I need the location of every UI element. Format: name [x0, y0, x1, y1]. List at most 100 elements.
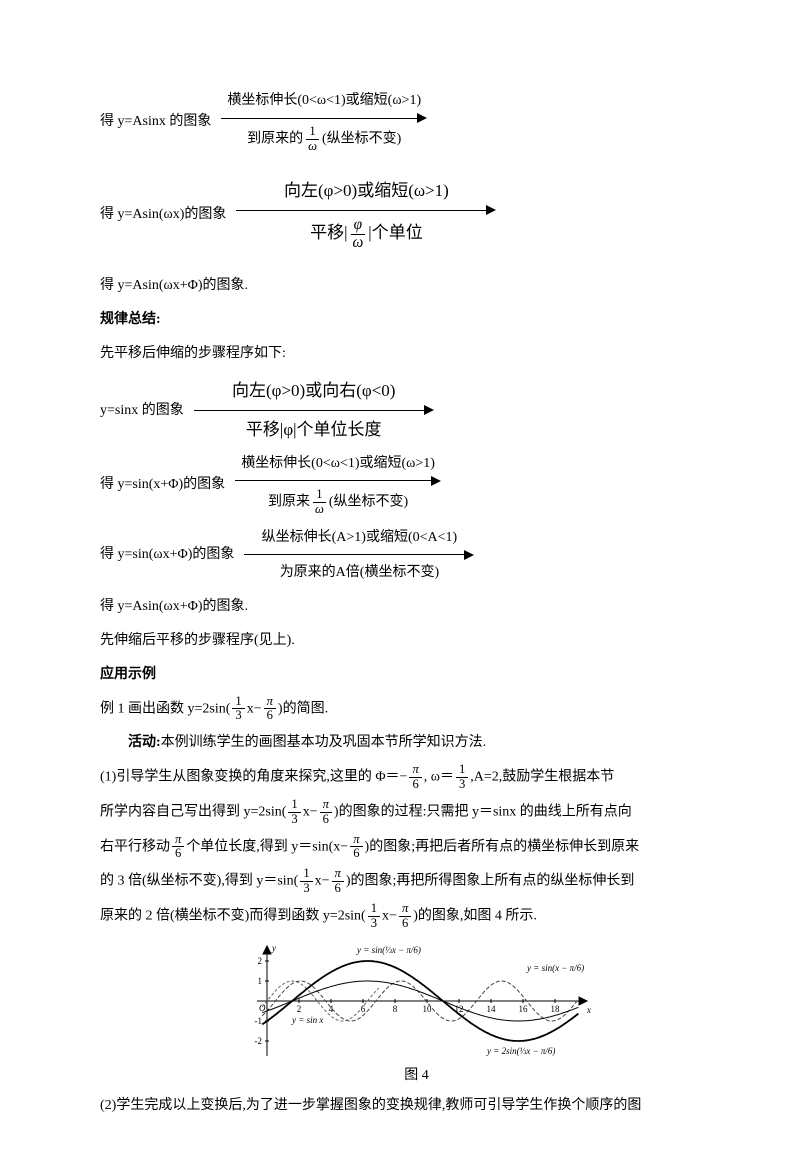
n: φ — [351, 217, 365, 235]
svg-text:y = sin(x − π/6): y = sin(x − π/6) — [526, 963, 584, 973]
activity-line: 活动:本例训练学生的画图基本功及巩固本节所学知识方法. — [100, 729, 733, 757]
d: 3 — [232, 709, 244, 723]
svg-text:1: 1 — [257, 976, 262, 986]
p3b: 个单位长度,得到 y＝sin(x− — [186, 839, 348, 854]
r4-top: 向左(φ>0)或向右(φ<0) — [226, 378, 401, 406]
p3c: )的图象;再把后者所有点的横坐标伸长到原来 — [365, 839, 640, 854]
r2-bB: |个单位 — [368, 223, 422, 242]
d: ω — [305, 140, 320, 154]
p5a: 原来的 2 倍(横坐标不变)而得到函数 y=2sin( — [100, 909, 366, 924]
heading-rules: 规律总结: — [100, 306, 733, 334]
n: 1 — [232, 695, 244, 710]
p2c: )的图象的过程:只需把 y＝sinx 的曲线上所有点向 — [334, 804, 632, 819]
r5-arrow: 横坐标伸长(0<ω<1)或缩短(ω>1) 到原来1ω(纵坐标不变) — [235, 453, 441, 517]
r6-pretext: 得 y=sin(ωx+Φ)的图象 — [100, 544, 234, 565]
r2-bA: 平移| — [310, 223, 347, 242]
r1-bA: 到原来的 — [247, 132, 303, 147]
svg-text:x: x — [586, 1005, 591, 1015]
frac-pi-6-d: π6 — [172, 833, 184, 862]
p6: (2)学生完成以上变换后,为了进一步掌握图象的变换规律,教师可引导学生作换个顺序… — [100, 1092, 733, 1120]
transform-row-1: 得 y=Asinx 的图象 横坐标伸长(0<ω<1)或缩短(ω>1) 到原来的1… — [100, 90, 733, 154]
line-l3: 先伸缩后平移的步骤程序(见上). — [100, 627, 733, 655]
page-content: 得 y=Asinx 的图象 横坐标伸长(0<ω<1)或缩短(ω>1) 到原来的1… — [0, 0, 793, 1166]
d: ω — [349, 235, 366, 252]
figure-4-caption: 图 4 — [100, 1065, 733, 1086]
p1c: ,A=2,鼓励学生根据本节 — [470, 770, 614, 785]
n: π — [350, 833, 362, 848]
svg-text:y: y — [271, 943, 276, 953]
r5-bA: 到原来 — [268, 494, 310, 509]
frac-phi-omega: φω — [349, 217, 366, 252]
example-1-statement: 例 1 画出函数 y=2sin(13x−π6)的简图. — [100, 695, 733, 724]
p4a: 的 3 倍(纵坐标不变),得到 y＝sin( — [100, 874, 298, 889]
arrow-line — [244, 550, 474, 560]
arrow-line — [235, 476, 441, 486]
r6-top: 纵坐标伸长(A>1)或缩短(0<A<1) — [256, 527, 464, 550]
frac-1-3: 13 — [232, 695, 244, 724]
ex1c: )的简图. — [278, 701, 328, 716]
n: π — [409, 763, 421, 778]
svg-text:y = 2sin(⅓x − π/6): y = 2sin(⅓x − π/6) — [486, 1046, 555, 1056]
r1-pretext: 得 y=Asinx 的图象 — [100, 111, 211, 132]
svg-text:y = sin(⅓x − π/6): y = sin(⅓x − π/6) — [356, 945, 421, 955]
d: ω — [312, 503, 327, 517]
frac-pi-6: π6 — [264, 695, 276, 724]
svg-text:-2: -2 — [254, 1036, 262, 1046]
r2-arrow: 向左(φ>0)或缩短(ω>1) 平移|φω|个单位 — [236, 178, 496, 252]
figure-4-svg: 2468101214161821-1-2Oxy y = sin xy = sin… — [237, 941, 597, 1061]
n: 1 — [313, 488, 325, 503]
transform-row-5: 得 y=sin(x+Φ)的图象 横坐标伸长(0<ω<1)或缩短(ω>1) 到原来… — [100, 453, 733, 517]
svg-text:2: 2 — [257, 956, 262, 966]
p5b: x− — [382, 909, 397, 924]
figure-4: 2468101214161821-1-2Oxy y = sin xy = sin… — [100, 941, 733, 1061]
r4-arrow: 向左(φ>0)或向右(φ<0) 平移|φ|个单位长度 — [194, 378, 434, 443]
p2a: 所学内容自己写出得到 y=2sin( — [100, 804, 286, 819]
svg-text:14: 14 — [486, 1004, 496, 1014]
p1: (1)引导学生从图象变换的角度来探究,这里的 Φ＝−π6, ω＝13,A=2,鼓… — [100, 763, 733, 792]
ex1b: x− — [247, 701, 262, 716]
transform-row-6: 得 y=sin(ωx+Φ)的图象 纵坐标伸长(A>1)或缩短(0<A<1) 为原… — [100, 527, 733, 583]
d: 6 — [409, 778, 421, 792]
frac-1-3-c: 13 — [288, 798, 300, 827]
frac-pi-6-e: π6 — [350, 833, 362, 862]
line-r3: 得 y=Asin(ωx+Φ)的图象. — [100, 272, 733, 300]
frac-1-3-b: 13 — [456, 763, 468, 792]
n: 1 — [288, 798, 300, 813]
r6-bot: 为原来的A倍(横坐标不变) — [274, 560, 445, 583]
p2: 所学内容自己写出得到 y=2sin(13x−π6)的图象的过程:只需把 y＝si… — [100, 798, 733, 827]
svg-text:10: 10 — [422, 1004, 432, 1014]
d: 6 — [320, 813, 332, 827]
frac-1-omega-b: 1ω — [312, 488, 327, 517]
d: 6 — [399, 917, 411, 931]
p1a: (1)引导学生从图象变换的角度来探究,这里的 Φ＝− — [100, 770, 407, 785]
d: 3 — [456, 778, 468, 792]
line-l2: 得 y=Asin(ωx+Φ)的图象. — [100, 593, 733, 621]
svg-text:y = sin x: y = sin x — [291, 1015, 323, 1025]
d: 6 — [350, 847, 362, 861]
d: 3 — [368, 917, 380, 931]
svg-text:8: 8 — [392, 1004, 397, 1014]
r4-pretext: y=sinx 的图象 — [100, 400, 184, 421]
r2-pretext: 得 y=Asin(ωx)的图象 — [100, 204, 226, 225]
p5: 原来的 2 倍(横坐标不变)而得到函数 y=2sin(13x−π6)的图象,如图… — [100, 902, 733, 931]
svg-text:-1: -1 — [254, 1016, 262, 1026]
d: 6 — [332, 882, 344, 896]
n: 1 — [456, 763, 468, 778]
r6-arrow: 纵坐标伸长(A>1)或缩短(0<A<1) 为原来的A倍(横坐标不变) — [244, 527, 474, 583]
svg-text:16: 16 — [518, 1004, 528, 1014]
n: 1 — [300, 867, 312, 882]
ex1a: 例 1 画出函数 y=2sin( — [100, 701, 230, 716]
frac-1-3-d: 13 — [300, 867, 312, 896]
d: 3 — [288, 813, 300, 827]
d: 6 — [264, 709, 276, 723]
r2-arrow-top: 向左(φ>0)或缩短(ω>1) — [278, 178, 455, 206]
d: 3 — [300, 882, 312, 896]
frac-pi-6-c: π6 — [320, 798, 332, 827]
r5-top: 横坐标伸长(0<ω<1)或缩短(ω>1) — [235, 453, 441, 476]
p2b: x− — [303, 804, 318, 819]
p3a: 右平行移动 — [100, 839, 170, 854]
p4b: x− — [315, 874, 330, 889]
n: 1 — [306, 125, 318, 140]
n: 1 — [368, 902, 380, 917]
r5-bB: (纵坐标不变) — [329, 494, 408, 509]
